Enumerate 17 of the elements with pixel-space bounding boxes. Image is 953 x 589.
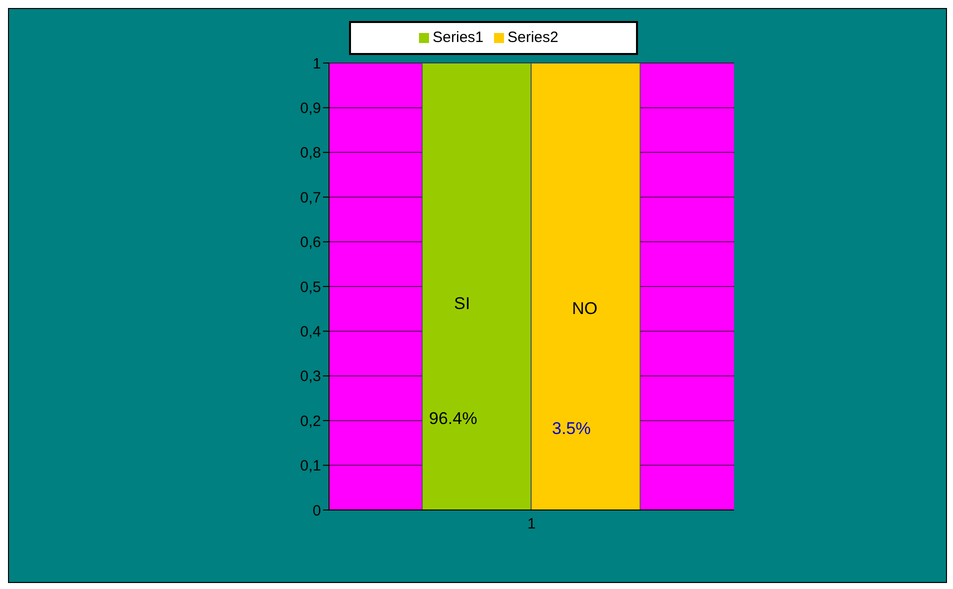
y-tick-label: 0,4 — [300, 324, 321, 341]
annotation: 96.4% — [429, 409, 478, 429]
y-tick-label: 0,5 — [300, 278, 321, 296]
y-tick-label: 0,6 — [300, 234, 321, 252]
y-tick-label: 0,2 — [300, 412, 321, 430]
y-tick-label: 0,8 — [300, 144, 321, 162]
legend-label: Series1 — [432, 29, 484, 46]
y-tick-label: 0,1 — [300, 458, 321, 475]
annotation: SI — [454, 294, 470, 314]
y-tick-label: 1 — [312, 55, 321, 72]
y-tick-label: 0,9 — [300, 100, 321, 118]
legend-label: Series2 — [508, 29, 558, 46]
annotation: NO — [572, 299, 598, 319]
annotation: 3.5% — [552, 419, 591, 439]
y-tick-label: 0,3 — [300, 368, 321, 386]
y-tick-label: 0,7 — [300, 189, 321, 206]
y-tick-label: 0 — [312, 502, 321, 520]
